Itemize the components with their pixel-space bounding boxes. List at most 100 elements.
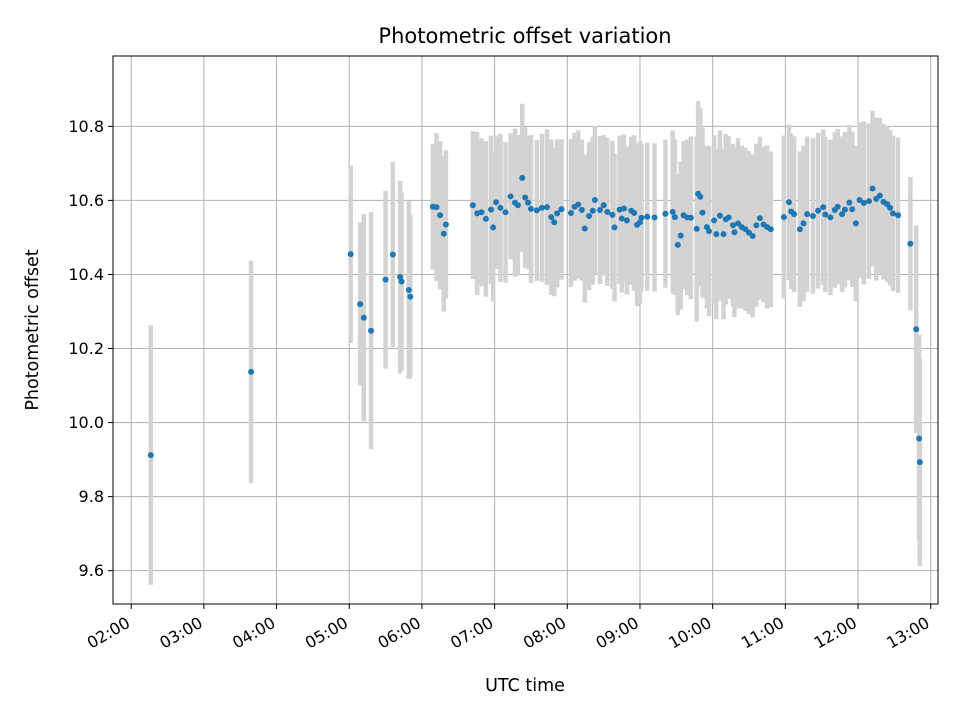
data-point	[780, 214, 787, 221]
data-point	[820, 204, 827, 211]
data-point	[490, 224, 497, 231]
data-point	[502, 209, 509, 216]
data-point	[644, 213, 651, 220]
data-point	[600, 202, 607, 209]
data-point	[604, 208, 611, 215]
data-point	[731, 229, 738, 236]
data-point	[796, 226, 803, 233]
data-point	[575, 201, 582, 208]
y-tick-label: 9.8	[79, 487, 104, 506]
data-points	[147, 174, 923, 466]
data-point	[846, 199, 853, 206]
data-point	[913, 326, 920, 333]
data-point	[507, 193, 514, 200]
data-point	[554, 210, 561, 217]
data-point	[753, 222, 760, 229]
data-point	[389, 251, 396, 258]
data-point	[482, 215, 489, 222]
y-axis-ticks: 9.6 9.8 10.0 10.2 10.4 10.6 10.8	[68, 117, 113, 580]
y-axis-title: Photometric offset	[23, 249, 43, 410]
data-point	[725, 214, 732, 221]
data-point	[822, 211, 829, 218]
data-point	[869, 185, 876, 192]
data-point	[809, 212, 816, 219]
data-point	[706, 228, 713, 235]
data-point	[382, 276, 389, 283]
data-point	[651, 214, 658, 221]
data-point	[720, 231, 727, 238]
data-point	[916, 459, 923, 466]
data-point	[804, 211, 811, 218]
data-point	[865, 198, 872, 205]
data-point	[638, 214, 645, 221]
data-point	[735, 220, 742, 227]
y-tick-label: 10.6	[68, 191, 104, 210]
data-point	[433, 204, 440, 211]
data-point	[611, 224, 618, 231]
data-point	[527, 205, 534, 212]
data-point	[533, 207, 540, 214]
data-point	[551, 219, 558, 226]
plot-frame	[112, 55, 939, 605]
data-point	[487, 206, 494, 213]
data-point	[713, 231, 720, 238]
data-point	[889, 210, 896, 217]
data-point	[543, 204, 550, 211]
data-point	[697, 193, 704, 200]
data-point	[791, 211, 798, 218]
data-point	[589, 207, 596, 214]
data-point	[525, 199, 532, 206]
data-point	[674, 241, 681, 248]
data-point	[519, 174, 526, 181]
data-point	[785, 199, 792, 206]
data-point	[767, 226, 774, 233]
data-point	[730, 222, 737, 229]
data-point	[852, 220, 859, 227]
data-point	[839, 211, 846, 218]
data-point	[591, 197, 598, 204]
chart-title: Photometric offset variation	[378, 24, 671, 48]
data-point	[860, 199, 867, 206]
data-point	[147, 452, 154, 459]
data-point	[440, 230, 447, 237]
data-point	[800, 220, 807, 227]
data-point	[669, 208, 676, 215]
data-point	[567, 209, 574, 216]
data-point	[662, 210, 669, 217]
data-point	[671, 214, 678, 221]
data-point	[405, 287, 412, 294]
data-point	[618, 215, 625, 222]
data-point	[248, 368, 255, 375]
data-point	[620, 205, 627, 212]
data-point	[548, 214, 555, 221]
data-point	[398, 278, 405, 285]
x-axis-title: UTC time	[485, 676, 565, 696]
data-point	[558, 206, 565, 213]
data-point	[907, 240, 914, 247]
data-point	[693, 225, 700, 232]
data-point	[876, 192, 883, 199]
data-point	[834, 203, 841, 210]
y-tick-label: 10.0	[68, 413, 104, 432]
data-point	[469, 202, 476, 209]
data-point	[581, 225, 588, 232]
data-point	[841, 206, 848, 213]
y-tick-label: 10.2	[68, 339, 104, 358]
data-point	[711, 217, 718, 224]
data-point	[347, 251, 354, 258]
data-point	[442, 221, 449, 228]
data-point	[493, 199, 500, 206]
data-point	[887, 204, 894, 211]
data-point	[514, 202, 521, 209]
data-point	[437, 212, 444, 219]
data-point	[677, 232, 684, 239]
data-point	[756, 215, 763, 222]
data-point	[360, 314, 367, 321]
data-point	[522, 194, 529, 201]
data-point	[699, 209, 706, 216]
data-point	[895, 212, 902, 219]
data-point	[687, 214, 694, 221]
data-point	[357, 301, 364, 308]
